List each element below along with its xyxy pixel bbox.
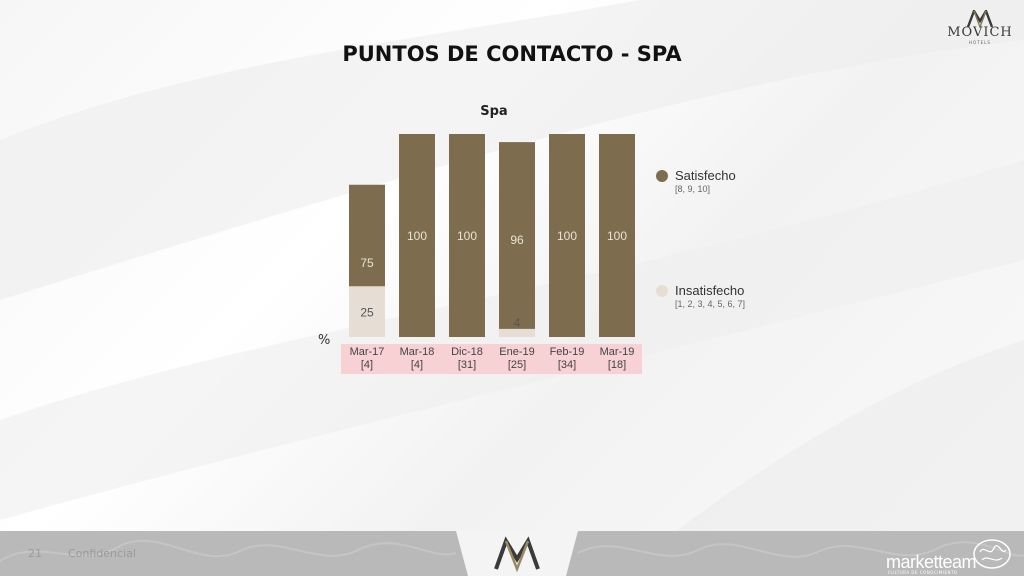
bar-satisfecho-mar-19 <box>599 134 635 337</box>
confidential-label: Confidencial <box>68 547 136 560</box>
data-label-satisfecho-mar-18: 100 <box>407 229 427 243</box>
legend-scale-insatisfecho: [1, 2, 3, 4, 5, 6, 7] <box>675 299 746 309</box>
data-label-satisfecho-mar-17: 75 <box>360 256 374 270</box>
bar-satisfecho-dic-18 <box>449 134 485 337</box>
y-axis-label: % <box>318 333 331 348</box>
legend-swatch-insatisfecho <box>656 285 668 297</box>
data-label-satisfecho-mar-19: 100 <box>607 229 627 243</box>
sample-size-label: [34] <box>557 359 577 371</box>
tick-label: Mar-19 <box>599 346 635 358</box>
data-label-satisfecho-ene-19: 96 <box>510 233 524 247</box>
category-label-dic-18: Dic-18 [31] <box>442 346 492 372</box>
tick-label: Dic-18 <box>451 346 483 358</box>
legend-scale-satisfecho: [8, 9, 10] <box>675 184 711 194</box>
data-label-satisfecho-feb-19: 100 <box>557 229 577 243</box>
marketteam-brand-sub: CULTURA DE CONOCIMIENTO <box>888 570 958 575</box>
sample-size-label: [25] <box>507 359 527 371</box>
logo-name: MOVICH <box>947 25 1013 40</box>
category-label-feb-19: Feb-19 [34] <box>542 346 592 372</box>
legend-label-satisfecho: Satisfecho <box>675 168 736 183</box>
tick-label: Mar-17 <box>349 346 385 358</box>
category-label-mar-17: Mar-17 [4] <box>342 346 392 372</box>
data-label-insatisfecho-ene-19: 4 <box>514 316 521 330</box>
bar-insatisfecho-mar-17 <box>349 286 385 337</box>
sample-size-label: [18] <box>607 359 627 371</box>
page-title: PUNTOS DE CONTACTO - SPA <box>342 42 682 66</box>
category-band <box>341 344 642 374</box>
bar-insatisfecho-ene-19 <box>499 328 535 337</box>
legend-swatch-satisfecho <box>656 170 668 182</box>
sample-size-label: [4] <box>410 359 424 371</box>
movich-logo: MOVICH HOTELS <box>944 10 1016 46</box>
tick-label: Mar-18 <box>399 346 435 358</box>
sample-size-label: [4] <box>360 359 374 371</box>
tick-label: Feb-19 <box>549 346 585 358</box>
chart-title: Spa <box>480 104 508 119</box>
page-number: 21 <box>28 547 42 560</box>
legend-label-insatisfecho: Insatisfecho <box>675 283 745 298</box>
sample-size-label: [31] <box>457 359 477 371</box>
logo-sub: HOTELS <box>969 40 991 45</box>
footer-center-logo <box>456 531 578 576</box>
footer-pattern <box>0 539 1024 562</box>
marketteam-brand: marketteam <box>886 552 977 572</box>
movich-logo-icon <box>967 10 993 28</box>
data-label-insatisfecho-mar-17: 25 <box>360 306 374 320</box>
category-label-mar-19: Mar-19 [18] <box>592 346 642 372</box>
brain-icon <box>973 539 1011 569</box>
bar-satisfecho-mar-18 <box>399 134 435 337</box>
category-label-mar-18: Mar-18 [4] <box>392 346 442 372</box>
stacked-bar-chart: 75 25 100 100 96 4 100 100 <box>349 134 635 337</box>
data-label-satisfecho-dic-18: 100 <box>457 229 477 243</box>
bar-satisfecho-feb-19 <box>549 134 585 337</box>
category-label-ene-19: Ene-19 [25] <box>492 346 542 372</box>
footer-bar <box>0 531 1024 576</box>
bar-satisfecho-ene-19 <box>499 142 535 337</box>
tick-label: Ene-19 <box>499 346 535 358</box>
